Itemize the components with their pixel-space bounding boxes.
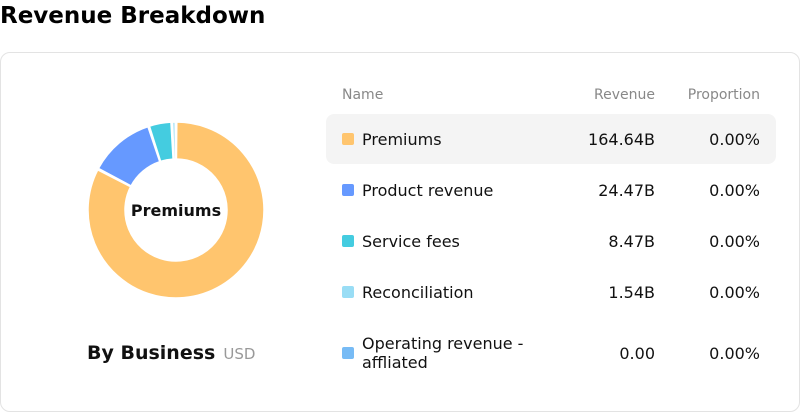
- row-name: Reconciliation: [362, 282, 474, 302]
- table-header: Name Revenue Proportion: [326, 87, 776, 107]
- legend-swatch: [342, 235, 354, 247]
- donut-chart: Premiums: [87, 121, 265, 299]
- row-name: Service fees: [362, 231, 460, 251]
- row-name: Operating revenue - affliated: [362, 334, 524, 372]
- donut-slice-reconciliation[interactable]: [171, 121, 177, 160]
- row-proportion: 0.00%: [709, 231, 760, 251]
- row-proportion: 0.00%: [709, 282, 760, 302]
- page-title: Revenue Breakdown: [0, 3, 266, 29]
- row-revenue: 24.47B: [598, 180, 655, 200]
- table-row-operating-revenue-affliated[interactable]: Operating revenue - affliated 0.00 0.00%: [326, 328, 776, 378]
- legend-swatch: [342, 184, 354, 196]
- legend-swatch: [342, 347, 354, 359]
- table-row-reconciliation[interactable]: Reconciliation 1.54B 0.00%: [326, 267, 776, 317]
- table-row-service-fees[interactable]: Service fees 8.47B 0.00%: [326, 216, 776, 266]
- table-row-product-revenue[interactable]: Product revenue 24.47B 0.00%: [326, 165, 776, 215]
- donut-slice-premiums[interactable]: [87, 121, 265, 299]
- header-name: Name: [342, 87, 384, 103]
- row-revenue: 164.64B: [588, 129, 655, 149]
- row-name: Product revenue: [362, 180, 494, 200]
- row-revenue: 1.54B: [608, 282, 655, 302]
- row-revenue: 8.47B: [608, 231, 655, 251]
- legend-swatch: [342, 133, 354, 145]
- legend-swatch: [342, 286, 354, 298]
- donut-center-label: Premiums: [130, 200, 222, 220]
- table-row-premiums[interactable]: Premiums 164.64B 0.00%: [326, 114, 776, 164]
- chart-footer-title: By Business: [87, 342, 216, 364]
- chart-footer: By Business USD: [87, 342, 255, 364]
- donut-chart-svg: [87, 121, 265, 299]
- donut-slice-product-revenue[interactable]: [97, 125, 161, 187]
- header-revenue: Revenue: [594, 87, 655, 103]
- row-proportion: 0.00%: [709, 129, 760, 149]
- row-proportion: 0.00%: [709, 343, 760, 363]
- row-name: Premiums: [362, 129, 442, 149]
- row-proportion: 0.00%: [709, 180, 760, 200]
- currency-unit: USD: [223, 345, 256, 363]
- revenue-card: Premiums By Business USD Name Revenue Pr…: [0, 52, 800, 412]
- row-revenue: 0.00: [619, 343, 655, 363]
- donut-slice-service-fees[interactable]: [148, 121, 174, 163]
- header-proportion: Proportion: [687, 87, 760, 103]
